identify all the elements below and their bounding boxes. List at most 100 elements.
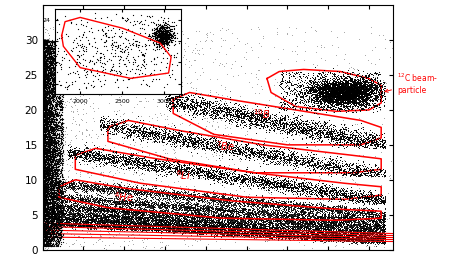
Point	[283, 185, 290, 189]
Point	[45, 81, 52, 85]
Point	[275, 236, 283, 240]
Point	[250, 226, 257, 231]
Point	[132, 228, 139, 232]
Point	[52, 47, 60, 51]
Point	[131, 186, 138, 191]
Point	[351, 88, 359, 93]
Point	[321, 225, 328, 229]
Point	[381, 89, 388, 94]
Point	[206, 228, 213, 232]
Point	[238, 152, 246, 156]
Point	[127, 125, 135, 129]
Point	[323, 83, 330, 88]
Point	[334, 96, 342, 100]
Point	[241, 222, 248, 226]
Point	[158, 230, 165, 234]
Point	[347, 189, 355, 193]
Point	[327, 228, 335, 232]
Point	[344, 226, 351, 230]
Point	[95, 237, 103, 241]
Point	[273, 202, 281, 206]
Point	[327, 234, 334, 238]
Point	[243, 216, 250, 220]
Point	[330, 162, 337, 166]
Point	[48, 78, 55, 82]
Point	[344, 191, 351, 196]
Point	[374, 230, 382, 235]
Point	[41, 145, 48, 149]
Point	[46, 165, 53, 169]
Point	[364, 138, 371, 142]
Point	[377, 234, 384, 238]
Point	[341, 205, 348, 209]
Point	[366, 94, 374, 98]
Point	[49, 188, 56, 192]
Point	[43, 228, 50, 232]
Point	[107, 157, 114, 161]
Point	[218, 147, 226, 151]
Point	[46, 45, 53, 49]
Point	[272, 230, 279, 235]
Point	[326, 219, 333, 223]
Point	[201, 220, 209, 224]
Point	[121, 218, 128, 222]
Point	[314, 233, 322, 238]
Point	[40, 221, 48, 225]
Point	[53, 195, 60, 199]
Point	[189, 197, 197, 202]
Point	[253, 235, 261, 239]
Point	[341, 90, 349, 95]
Point	[212, 142, 219, 146]
Point	[145, 131, 152, 135]
Point	[63, 200, 70, 204]
Point	[124, 184, 132, 188]
Point	[87, 219, 95, 224]
Point	[95, 206, 103, 211]
Point	[252, 217, 260, 222]
Point	[185, 204, 192, 208]
Point	[358, 230, 365, 234]
Point	[303, 131, 311, 135]
Point	[259, 125, 267, 129]
Point	[286, 218, 293, 223]
Point	[179, 214, 186, 218]
Point	[284, 200, 292, 204]
Point	[117, 199, 124, 203]
Point	[59, 199, 67, 203]
Point	[327, 99, 334, 103]
Point	[52, 129, 59, 134]
Point	[322, 82, 330, 86]
Point	[366, 236, 374, 240]
Point	[161, 205, 169, 209]
Point	[333, 133, 340, 137]
Point	[217, 227, 224, 231]
Point	[272, 123, 279, 127]
Point	[258, 176, 266, 180]
Point	[100, 207, 108, 211]
Point	[372, 139, 380, 143]
Point	[48, 154, 56, 158]
Point	[173, 221, 181, 225]
Point	[191, 216, 198, 220]
Point	[86, 226, 93, 230]
Point	[44, 196, 52, 200]
Point	[291, 233, 299, 238]
Point	[370, 225, 378, 229]
Point	[351, 100, 358, 104]
Point	[222, 215, 229, 219]
Point	[211, 172, 219, 176]
Point	[198, 204, 206, 208]
Point	[342, 82, 350, 87]
Point	[41, 152, 49, 156]
Point	[301, 227, 308, 231]
Point	[247, 213, 255, 217]
Point	[342, 97, 350, 101]
Point	[184, 222, 192, 226]
Point	[263, 231, 270, 236]
Point	[204, 219, 211, 223]
Point	[57, 98, 65, 102]
Point	[318, 191, 326, 195]
Point	[56, 82, 64, 87]
Point	[295, 213, 303, 217]
Point	[171, 96, 179, 100]
